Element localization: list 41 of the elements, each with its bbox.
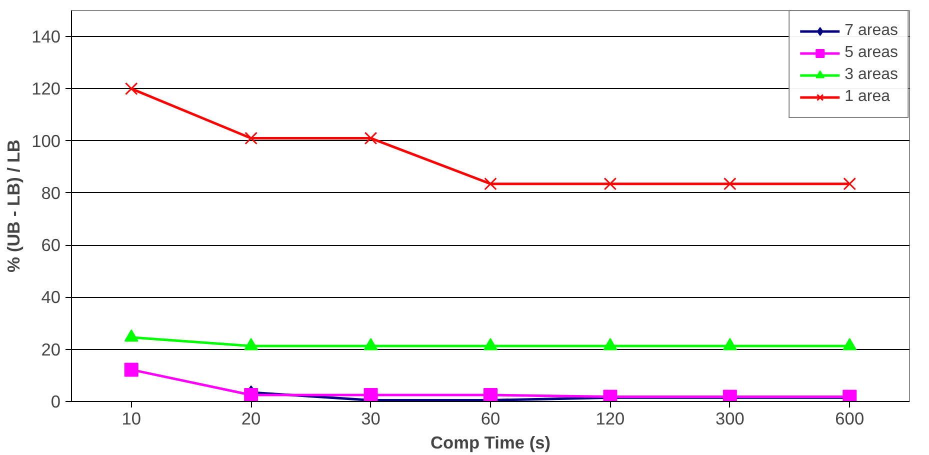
point (843, 177, 856, 190)
y-axis-title: % (UB - LB) / LB (4, 140, 24, 272)
point (722, 338, 737, 350)
point (124, 362, 138, 377)
y-tick-label: 20 (41, 339, 61, 360)
legend-label: 3 areas (844, 66, 898, 84)
point (244, 132, 258, 145)
x-tick-label: 600 (835, 408, 864, 428)
legend-label: 1 area (844, 88, 890, 106)
y-tick-label: 120 (32, 78, 61, 99)
x-tick-label: 120 (596, 408, 625, 428)
y-tick-label: 140 (32, 26, 61, 47)
point (603, 338, 618, 350)
legend-label: 7 areas (844, 22, 898, 40)
point (364, 338, 378, 350)
y-tick-label: 0 (50, 392, 61, 412)
point (244, 338, 258, 350)
point (842, 338, 857, 350)
x-axis-title: Comp Time (s) (430, 432, 551, 452)
y-tick-label: 40 (41, 287, 61, 308)
point (124, 329, 138, 342)
point (244, 388, 258, 402)
point (484, 388, 498, 402)
y-tick-label: 80 (41, 182, 61, 203)
x-tick-label: 20 (241, 408, 261, 428)
x-tick-label: 300 (715, 408, 744, 428)
point (484, 177, 497, 190)
point (724, 177, 736, 190)
legend-label: 5 areas (844, 44, 898, 62)
point (364, 132, 378, 145)
y-tick-label: 100 (32, 130, 61, 151)
x-tick-label: 10 (122, 408, 141, 428)
point (722, 390, 737, 402)
x-tick-label: 60 (480, 408, 500, 428)
point (364, 388, 378, 402)
point (124, 82, 138, 96)
point (484, 338, 498, 350)
point (842, 390, 857, 402)
y-tick-label: 60 (41, 235, 61, 256)
x-tick-label: 30 (361, 408, 380, 428)
point (604, 177, 617, 190)
